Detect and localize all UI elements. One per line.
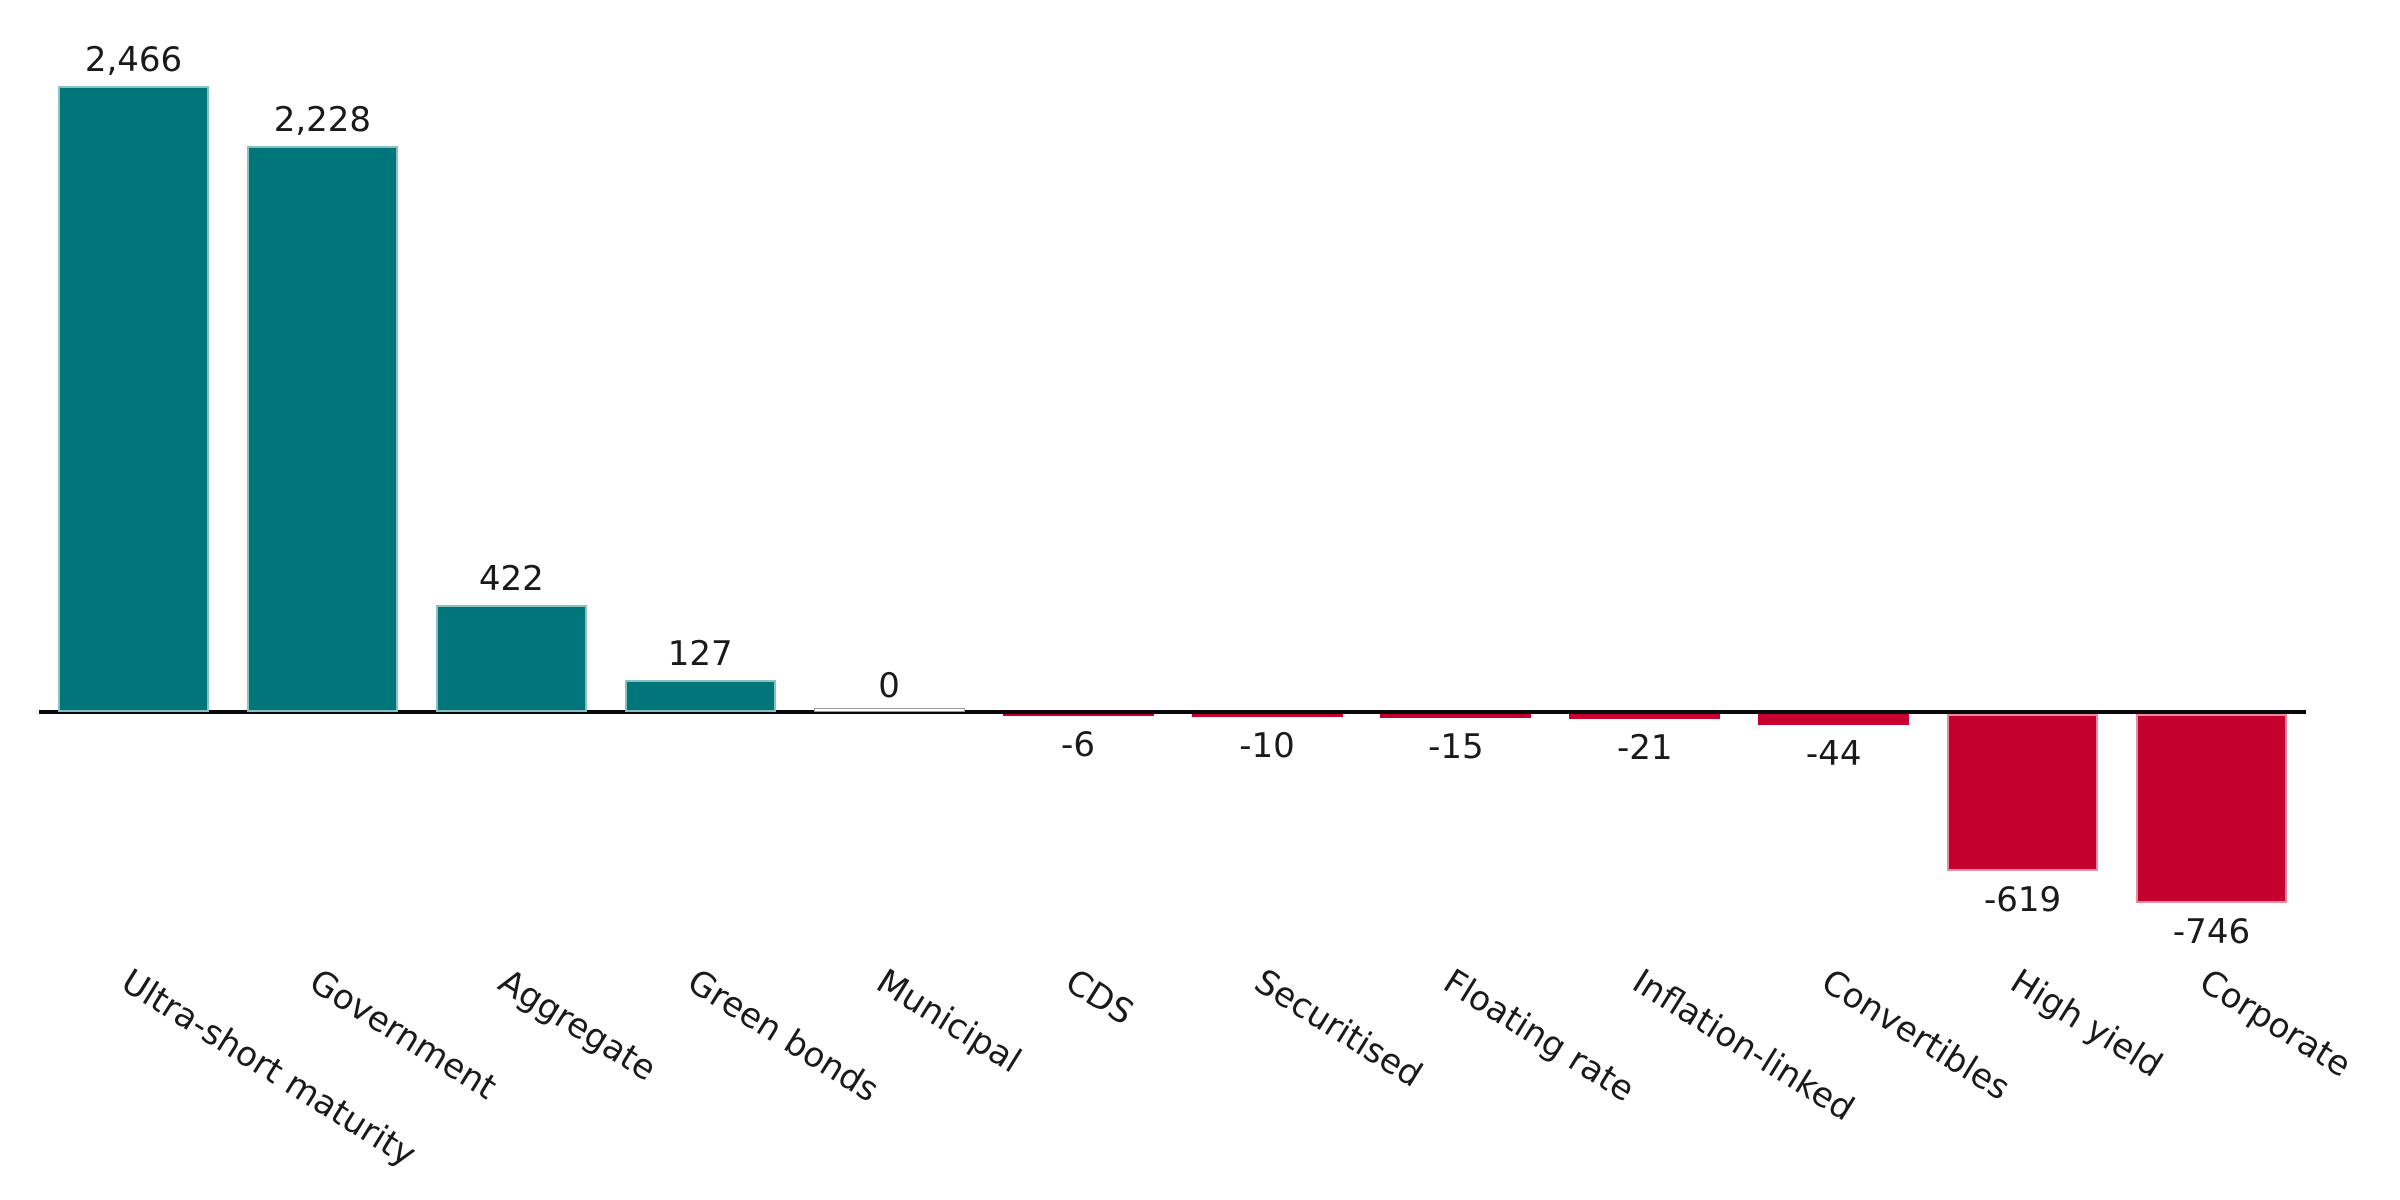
bar-ultra-short-maturity [58, 86, 209, 712]
bar-high-yield [1947, 714, 2099, 871]
bar-securitised [1191, 714, 1343, 717]
bar-inflation-linked [1569, 714, 1721, 719]
bar-green-bonds [624, 680, 776, 712]
tick-label-government: Government [302, 961, 504, 1108]
tick-label-municipal: Municipal [869, 961, 1028, 1082]
bar-cds [1002, 714, 1154, 716]
value-label-high-yield: -619 [1984, 880, 2062, 920]
bar-floating-rate [1380, 714, 1532, 718]
tick-label-aggregate: Aggregate [491, 961, 664, 1090]
bar-corporate [2136, 714, 2287, 903]
value-label-government: 2,228 [273, 100, 372, 140]
bar-municipal [813, 708, 965, 712]
tick-label-floating-rate: Floating rate [1436, 961, 1642, 1111]
value-label-ultra-short-maturity: 2,466 [84, 40, 183, 80]
tick-label-convertibles: Convertibles [1814, 961, 2017, 1109]
tick-label-securitised: Securitised [1247, 961, 1430, 1096]
tick-label-corporate: Corporate [2191, 961, 2358, 1086]
value-label-convertibles: -44 [1805, 734, 1862, 774]
bar-government [246, 146, 398, 712]
value-label-green-bonds: 127 [667, 634, 733, 674]
value-label-cds: -6 [1061, 725, 1095, 765]
value-label-aggregate: 422 [478, 559, 544, 599]
bar-aggregate [435, 605, 587, 712]
bar-convertibles [1758, 714, 1910, 725]
value-label-floating-rate: -15 [1428, 727, 1484, 767]
tick-label-high-yield: High yield [2002, 961, 2169, 1086]
tick-label-cds: CDS [1058, 961, 1141, 1034]
value-label-municipal: 0 [878, 666, 900, 706]
tick-label-green-bonds: Green bonds [680, 961, 886, 1111]
value-label-corporate: -746 [2172, 912, 2251, 952]
value-label-inflation-linked: -21 [1617, 728, 1673, 768]
value-label-securitised: -10 [1239, 726, 1295, 766]
x-axis-line [39, 710, 2306, 714]
